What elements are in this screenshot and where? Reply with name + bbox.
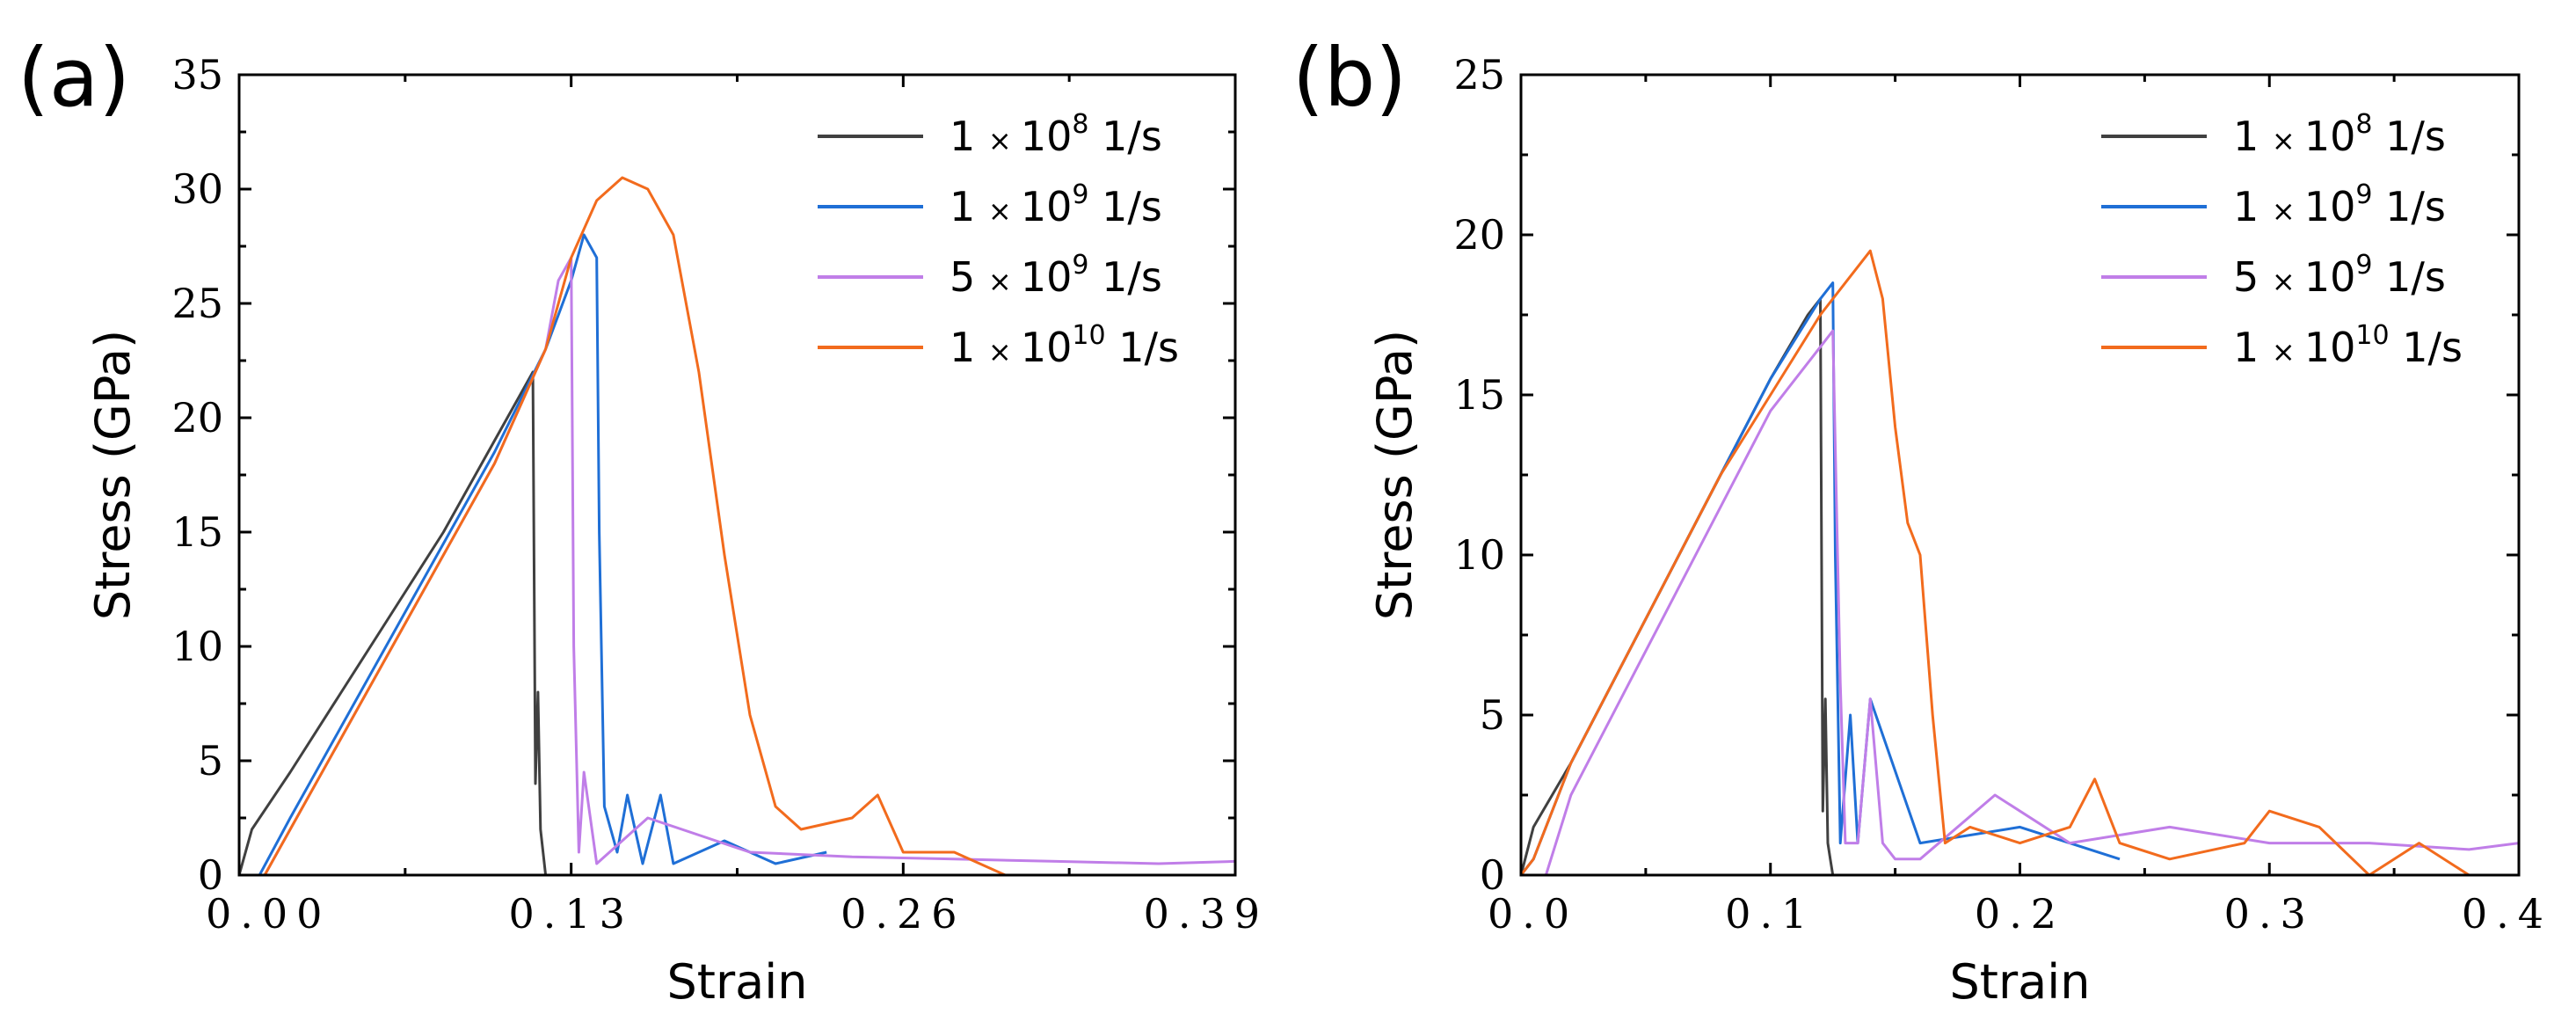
x-tick-label: 0.0: [1488, 890, 1578, 938]
x-tick-label: 0.00: [206, 890, 331, 938]
y-axis-title: Stress (GPa): [85, 330, 141, 620]
legend-entry-1: 1 × 109 1/s: [950, 179, 1162, 230]
chart-panel-b: (b) 0 5 10 15 20 25 0.0 0.1 0.2 0.3 0.4 Strain Stress…: [1292, 31, 2552, 1010]
series-line-3: [239, 176, 1007, 875]
x-tick-label: 0.26: [840, 890, 965, 938]
x-tick-label: 0.3: [2224, 890, 2315, 938]
y-tick-label: 10: [171, 623, 223, 670]
series-line-1: [239, 233, 827, 875]
panel-label: (b): [1292, 31, 1407, 125]
y-tick-label: 20: [1453, 211, 1505, 259]
x-tick-label: 0.39: [1144, 890, 1269, 938]
y-tick-label: 20: [171, 394, 223, 442]
legend-entry-0: 1 × 108 1/s: [2233, 109, 2446, 160]
series-group: [1521, 249, 2519, 875]
y-tick-label: 10: [1453, 531, 1505, 579]
y-tick-label: 5: [1480, 691, 1505, 739]
legend-entry-3: 1 × 1010 1/s: [950, 320, 1179, 371]
legend-entry-0: 1 × 108 1/s: [950, 109, 1162, 160]
y-tick-label: 15: [1453, 371, 1505, 419]
x-axis-title: Strain: [1950, 954, 2091, 1010]
legend-entry-2: 5 × 109 1/s: [950, 250, 1162, 301]
y-tick-label: 5: [198, 737, 223, 785]
x-tick-label: 0.1: [1725, 890, 1816, 938]
legend: 1 × 108 1/s 1 × 109 1/s 5 × 109 1/s 1 × 101…: [818, 109, 1179, 371]
x-tick-label: 0.13: [508, 890, 633, 938]
legend-entry-2: 5 × 109 1/s: [2233, 250, 2446, 301]
legend-entry-3: 1 × 1010 1/s: [2233, 320, 2463, 371]
y-axis-title: Stress (GPa): [1367, 330, 1423, 620]
y-tick-label: 35: [171, 51, 223, 99]
panel-label: (a): [18, 31, 130, 125]
y-tick-label: 25: [171, 280, 223, 327]
y-tick-label: 30: [171, 165, 223, 213]
y-tick-label: 15: [171, 508, 223, 556]
y-tick-label: 25: [1453, 51, 1505, 99]
y-tick-label: 0: [198, 851, 223, 899]
chart-panel-a: (a) 0 5 10 15 20 25 30 35 0.00 0.13 0.26 0.39 Strain S…: [18, 31, 1269, 1010]
series-group: [239, 176, 1235, 875]
y-tick-label: 0: [1480, 851, 1505, 899]
series-line-0: [239, 370, 548, 875]
series-line-2: [1521, 329, 2519, 875]
series-line-0: [1521, 297, 1835, 875]
legend: 1 × 108 1/s 1 × 109 1/s 5 × 109 1/s 1 × 101…: [2101, 109, 2463, 371]
x-axis-title: Strain: [667, 954, 808, 1010]
series-line-3: [1521, 249, 2470, 875]
x-tick-label: 0.2: [1975, 890, 2065, 938]
legend-entry-1: 1 × 109 1/s: [2233, 179, 2446, 230]
x-tick-label: 0.4: [2462, 890, 2552, 938]
